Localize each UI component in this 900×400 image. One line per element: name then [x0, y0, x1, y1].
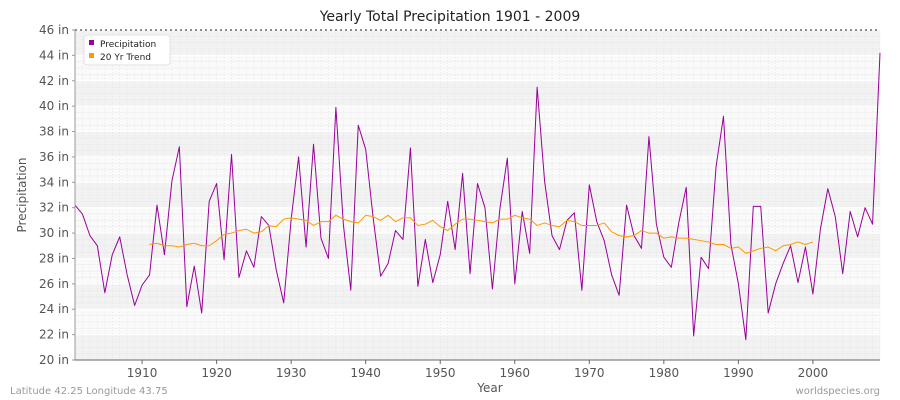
x-tick-label: 1910 [127, 366, 158, 380]
legend-swatch-precipitation [89, 40, 94, 45]
y-tick-label: 20 in [39, 353, 69, 367]
y-tick-label: 24 in [39, 302, 69, 316]
series-line-precipitation [74, 52, 881, 341]
y-tick-label: 36 in [39, 150, 69, 164]
y-tick-label: 40 in [39, 99, 69, 113]
legend-label-trend: 20 Yr Trend [100, 53, 151, 63]
legend-label-precipitation: Precipitation [100, 40, 156, 50]
x-tick-label: 1980 [649, 366, 680, 380]
footer-source: worldspecies.org [796, 386, 880, 397]
x-axis-label: Year [476, 381, 502, 395]
x-tick-label: 1960 [499, 366, 530, 380]
y-tick-label: 44 in [39, 48, 69, 62]
y-axis-ticks: 20 in 22 in 24 in 26 in 28 in 30 in 32 in 34 in… [39, 23, 75, 367]
y-tick-label: 26 in [39, 277, 69, 291]
y-tick-label: 34 in [39, 175, 69, 189]
y-tick-label: 42 in [39, 74, 69, 88]
x-axis-ticks: 1910 1920 1930 1940 1950 1960 1970 1980 1990 2000 [127, 360, 828, 380]
y-tick-label: 28 in [39, 251, 69, 265]
y-tick-label: 30 in [39, 226, 69, 240]
y-axis-label: Precipitation [15, 157, 29, 232]
x-tick-label: 1920 [201, 366, 232, 380]
y-tick-label: 32 in [39, 201, 69, 215]
footer-coordinates: Latitude 42.25 Longitude 43.75 [10, 386, 168, 397]
x-tick-label: 1970 [574, 366, 605, 380]
chart-title: Yearly Total Precipitation 1901 - 2009 [319, 9, 581, 25]
legend-swatch-trend [89, 53, 94, 58]
x-tick-label: 2000 [798, 366, 829, 380]
grid [74, 29, 881, 361]
series-group [74, 52, 881, 341]
y-tick-label: 38 in [39, 125, 69, 139]
x-tick-label: 1940 [350, 366, 381, 380]
y-tick-label: 22 in [39, 328, 69, 342]
axes [74, 29, 880, 361]
x-tick-label: 1990 [723, 366, 754, 380]
y-tick-label: 46 in [39, 23, 69, 37]
x-tick-label: 1930 [276, 366, 307, 380]
legend: Precipitation 20 Yr Trend [83, 34, 171, 66]
legend-box [83, 34, 171, 66]
x-tick-label: 1950 [425, 366, 456, 380]
series-line-trend [149, 214, 814, 254]
